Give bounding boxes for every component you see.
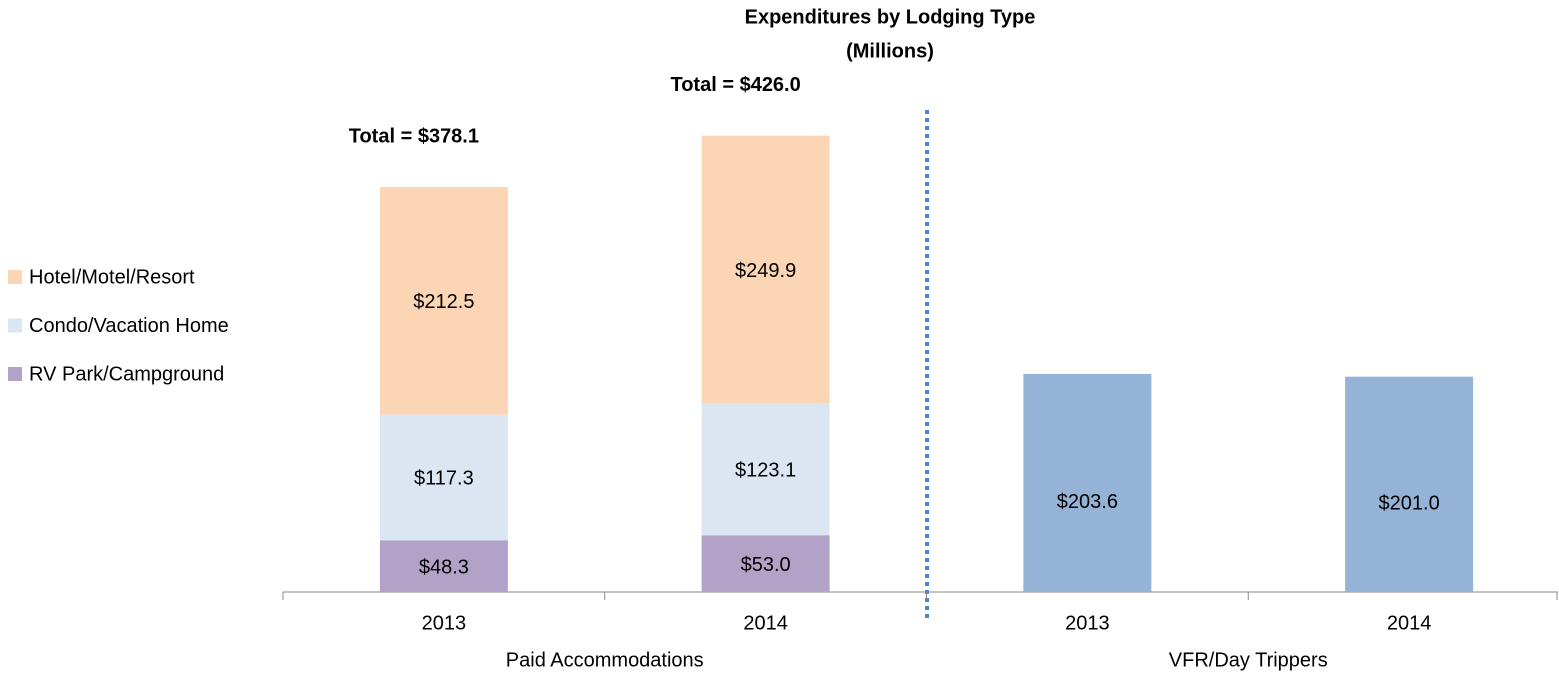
bar-segment (379, 414, 508, 541)
legend-swatch (8, 367, 22, 381)
bar-segment (1023, 373, 1152, 592)
group-label: VFR/Day Trippers (1169, 649, 1328, 671)
x-tick-label: 2013 (1065, 612, 1110, 634)
data-label: $117.3 (414, 468, 474, 490)
legend-label: Condo/Vacation Home (29, 315, 229, 337)
x-tick-label: 2014 (1387, 612, 1432, 634)
data-label: $48.3 (419, 556, 469, 578)
legend-label: Hotel/Motel/Resort (29, 266, 195, 288)
bar-segment (1345, 376, 1474, 592)
chart-title: Expenditures by Lodging Type (745, 6, 1036, 28)
total-label: Total = $378.1 (349, 125, 479, 147)
data-label: $123.1 (735, 460, 796, 482)
data-label: $53.0 (741, 554, 791, 576)
total-label: Total = $426.0 (670, 74, 800, 96)
legend-label: RV Park/Campground (29, 363, 224, 385)
x-tick-label: 2013 (422, 612, 467, 634)
chart-title: (Millions) (846, 40, 934, 62)
x-tick-label: 2014 (743, 612, 788, 634)
bar-segment (379, 540, 508, 592)
data-label: $249.9 (735, 260, 796, 282)
group-label: Paid Accommodations (506, 649, 704, 671)
bar-segment (701, 535, 830, 592)
legend-swatch (8, 318, 22, 333)
bar-segment (701, 135, 830, 404)
bar-segment (701, 403, 830, 536)
data-label: $201.0 (1379, 493, 1440, 515)
data-label: $212.5 (413, 291, 474, 313)
legend-swatch (8, 270, 22, 284)
data-label: $203.6 (1057, 491, 1118, 513)
bar-segment (379, 187, 508, 415)
